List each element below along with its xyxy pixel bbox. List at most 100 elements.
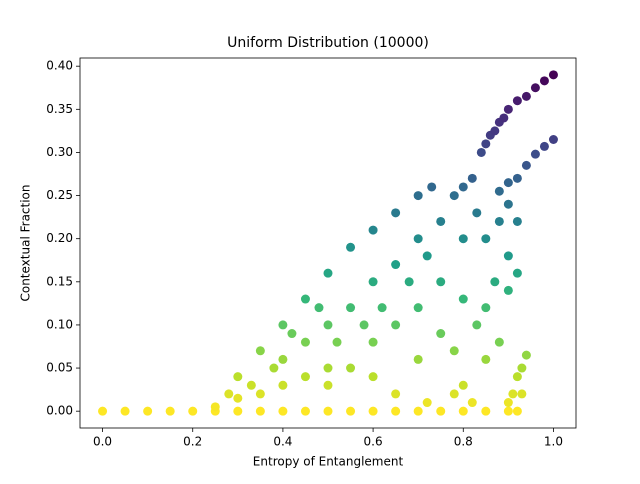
point (517, 389, 527, 399)
point (359, 320, 369, 330)
point (323, 268, 333, 278)
point (476, 147, 486, 157)
point (346, 363, 356, 373)
point (458, 182, 468, 192)
point (278, 406, 288, 416)
point (458, 234, 468, 244)
point (521, 91, 531, 101)
x-tick-label: 0.2 (183, 435, 202, 449)
points (98, 70, 558, 416)
point (314, 303, 324, 313)
point (278, 380, 288, 390)
point (246, 380, 256, 390)
point (255, 346, 265, 356)
y-tick-label: 0.00 (46, 404, 73, 418)
point (233, 393, 243, 403)
point (503, 398, 513, 408)
point (458, 406, 468, 416)
point (512, 268, 522, 278)
y-tick-label: 0.05 (46, 361, 73, 375)
point (512, 216, 522, 226)
point (494, 216, 504, 226)
point (368, 406, 378, 416)
point (391, 208, 401, 218)
point (499, 113, 509, 123)
point (458, 294, 468, 304)
point (548, 135, 558, 145)
point (458, 380, 468, 390)
point (98, 406, 108, 416)
point (503, 251, 513, 261)
x-axis-label: Entropy of Entanglement (253, 455, 404, 469)
point (278, 354, 288, 364)
point (323, 320, 333, 330)
point (413, 354, 423, 364)
y-tick-label: 0.10 (46, 317, 73, 331)
point (521, 160, 531, 170)
point (391, 406, 401, 416)
point (512, 96, 522, 106)
point (427, 182, 437, 192)
point (224, 389, 234, 399)
point (481, 354, 491, 364)
point (503, 178, 513, 188)
point (346, 242, 356, 252)
point (481, 234, 491, 244)
point (490, 126, 500, 136)
point (391, 389, 401, 399)
point (300, 337, 310, 347)
point (323, 406, 333, 416)
x-tick-label: 0.0 (93, 435, 112, 449)
point (539, 141, 549, 151)
point (436, 277, 446, 287)
point (255, 389, 265, 399)
point (490, 277, 500, 287)
point (413, 191, 423, 201)
y-tick-label: 0.40 (46, 59, 73, 73)
point (467, 173, 477, 183)
point (165, 406, 175, 416)
point (323, 380, 333, 390)
point (503, 285, 513, 295)
point (436, 216, 446, 226)
chart-title: Uniform Distribution (10000) (227, 35, 429, 51)
point (278, 320, 288, 330)
point (377, 303, 387, 313)
point (233, 372, 243, 382)
point (436, 406, 446, 416)
point (391, 320, 401, 330)
point (539, 76, 549, 86)
point (300, 372, 310, 382)
y-tick-label: 0.30 (46, 145, 73, 159)
x-tick-label: 1.0 (544, 435, 563, 449)
point (368, 225, 378, 235)
point (503, 104, 513, 114)
point (422, 251, 432, 261)
point (287, 329, 297, 339)
point (449, 191, 459, 201)
point (300, 406, 310, 416)
point (346, 303, 356, 313)
y-tick-label: 0.20 (46, 231, 73, 245)
point (530, 149, 540, 159)
point (368, 277, 378, 287)
point (323, 363, 333, 373)
point (503, 406, 513, 416)
point (472, 208, 482, 218)
point (521, 350, 531, 360)
point (413, 234, 423, 244)
point (494, 337, 504, 347)
point (512, 372, 522, 382)
point (548, 70, 558, 80)
point (512, 406, 522, 416)
point (436, 329, 446, 339)
point (494, 186, 504, 196)
point (188, 406, 198, 416)
point (143, 406, 153, 416)
point (332, 337, 342, 347)
point (368, 337, 378, 347)
x-tick-label: 0.8 (454, 435, 473, 449)
point (481, 406, 491, 416)
point (120, 406, 130, 416)
